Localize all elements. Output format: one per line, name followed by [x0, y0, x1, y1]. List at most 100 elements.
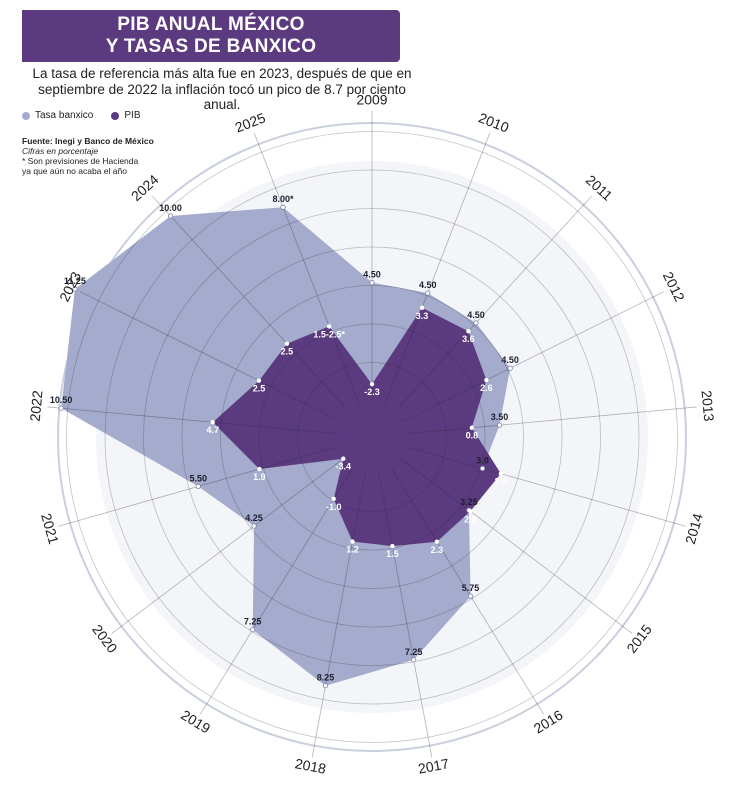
legend-label-pib: PIB [124, 110, 141, 121]
pib-point [369, 381, 375, 387]
legend-item-pib: PIB [111, 110, 141, 121]
grid-ring [181, 246, 563, 628]
pib-point [469, 425, 475, 430]
pib-value-label: 3.3 [416, 311, 429, 321]
legend-swatch-pib [111, 111, 120, 120]
tasa-value-label: 3.50 [491, 412, 509, 422]
tasa-value-label: 4.50 [363, 270, 381, 280]
legend: Tasa banxico PIB [22, 110, 141, 121]
grid-spoke [253, 132, 360, 404]
pib-point [468, 509, 473, 514]
pib-point [284, 341, 290, 346]
year-label: 2016 [531, 706, 566, 736]
grid-spoke [79, 291, 340, 422]
pib-value-label: 2.3 [431, 545, 444, 555]
subtitle-line2: septiembre de 2022 la inflación tocó un … [38, 81, 406, 113]
pib-point [434, 539, 440, 544]
chart-title-line1: PIB ANUAL MÉXICO [117, 14, 305, 35]
grid-spoke [404, 291, 665, 422]
grid-spoke [395, 195, 592, 411]
pib-point [390, 543, 395, 549]
tasa-value-label: 3.25 [460, 497, 478, 507]
tasa-point [496, 422, 503, 428]
pib-point [256, 378, 262, 383]
tasa-point [467, 593, 474, 599]
pib-value-label: 2.3 [464, 514, 477, 524]
tasa-point [250, 627, 256, 633]
grid-spoke [406, 446, 686, 527]
grid-spoke [390, 467, 544, 715]
pib-value-label: -2.3 [364, 387, 380, 397]
tasa-value-label: 4.50 [501, 355, 519, 365]
tasa-value-label: 11.25 [64, 276, 86, 286]
grid-spoke [311, 472, 366, 758]
tasa-point [280, 204, 286, 210]
tasa-point [473, 320, 479, 326]
tasa-value-label: 5.50 [189, 473, 207, 483]
pib-value-label: 3.6 [462, 334, 475, 344]
source-note: Fuente: Inegi y Banco de México Cifras e… [22, 136, 154, 176]
pib-value-label: 2.5 [281, 347, 294, 357]
pib-value-label: 1.5 [386, 549, 399, 559]
grid-spoke [111, 458, 344, 634]
year-label: 2019 [178, 707, 213, 737]
year-label: 2011 [583, 172, 616, 204]
pib-value-label: 2.5 [253, 384, 266, 394]
pib-point [210, 420, 215, 425]
chart-subtitle: La tasa de referencia más alta fue en 20… [22, 66, 422, 113]
tasa-value-label: 10.50 [50, 395, 73, 405]
grid-spoke [400, 458, 633, 634]
forecast-note-line1: * Son previsiones de Hacienda [22, 156, 139, 166]
pib-value-label: 2.6 [480, 383, 493, 393]
grid-ring [220, 285, 524, 589]
tasa-point [479, 465, 486, 472]
pib-point [419, 305, 425, 311]
tasa-point [167, 213, 174, 219]
grid-spoke [407, 406, 697, 435]
pib-value-label: -1.0 [326, 502, 342, 512]
tasa-point [411, 657, 417, 663]
pib-value-label: 4.7 [206, 425, 219, 435]
grid-ring [104, 169, 640, 705]
source-line: Fuente: Inegi y Banco de México [22, 136, 154, 146]
tasa-point [195, 483, 201, 490]
pib-value-label: 1.5-2.5* [313, 329, 345, 339]
pib-point [341, 456, 346, 461]
grid-ring [143, 208, 601, 666]
tasa-point [322, 683, 329, 689]
year-label: 2025 [233, 109, 268, 135]
tasa-value-label: 8.25 [317, 673, 335, 683]
pib-point [257, 466, 262, 472]
data-markers [58, 204, 513, 689]
pib-point [331, 496, 336, 502]
tasa-point [425, 290, 431, 296]
grid-ring [297, 362, 447, 512]
tasa-value-label: 4.50 [467, 310, 485, 320]
year-label: 2020 [89, 621, 121, 656]
pib-value-label: 3.0 [495, 477, 508, 487]
chart-title-line2: Y TASAS DE BANXICO [105, 36, 317, 57]
legend-label-tasa: Tasa banxico [35, 110, 94, 121]
value-labels: 4.50 -2.3 4.50 3.3 4.50 3.6 4.50 2.6 3.50 0.8 3.0 3… [50, 194, 519, 682]
legend-swatch-tasa [22, 111, 30, 120]
year-label: 2017 [417, 755, 451, 776]
year-label: 2010 [476, 109, 511, 135]
year-label: 2012 [660, 269, 688, 304]
pib-value-label: -3.4 [336, 462, 352, 472]
pib-point [484, 377, 489, 383]
center-disc [336, 401, 408, 473]
grid-spoke [384, 132, 491, 404]
tasa-point [72, 286, 78, 292]
year-label: 2013 [698, 390, 717, 423]
pib-value-label: 1.9 [253, 472, 266, 482]
grid-ring [66, 131, 678, 743]
tasa-value-label: 4.25 [245, 513, 263, 523]
grid-spoke [200, 467, 354, 715]
tasa-value-label: 3.0 [476, 455, 489, 465]
pib-point [498, 471, 504, 476]
grid-spoke [47, 406, 337, 435]
legend-item-tasa: Tasa banxico [22, 110, 93, 121]
pib-point [350, 539, 355, 544]
subtitle-line1: La tasa de referencia más alta fue en 20… [32, 66, 412, 81]
